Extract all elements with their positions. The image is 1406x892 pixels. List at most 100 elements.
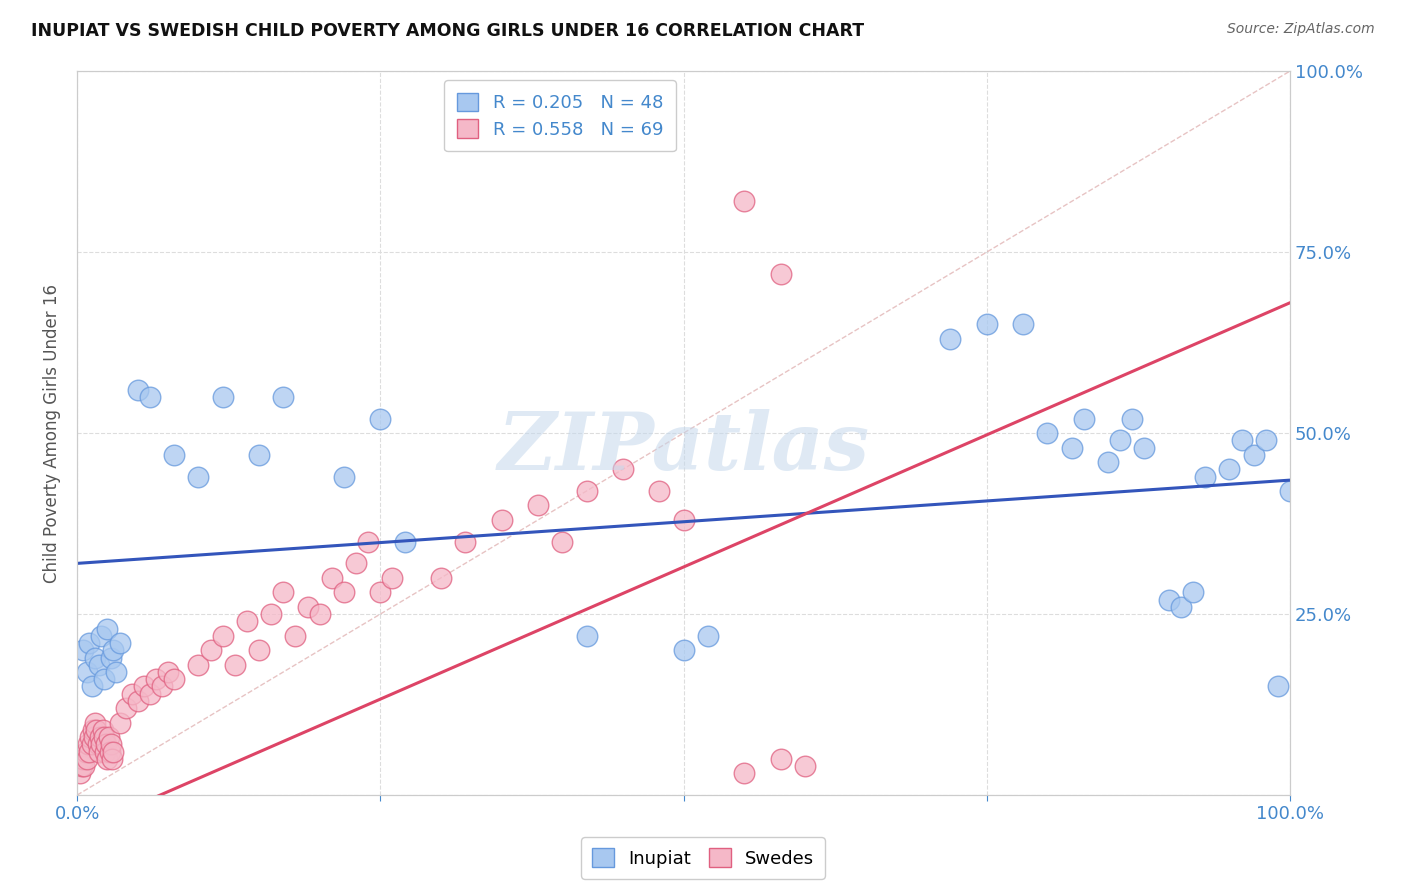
Point	[80, 680, 103, 694]
Point	[96, 622, 118, 636]
Point	[1036, 425, 1059, 440]
Point	[187, 469, 209, 483]
Point	[87, 745, 110, 759]
Point	[491, 513, 513, 527]
Point	[114, 701, 136, 715]
Point	[79, 730, 101, 744]
Point	[139, 687, 162, 701]
Point	[211, 629, 233, 643]
Point	[91, 723, 114, 737]
Point	[80, 738, 103, 752]
Point	[1243, 448, 1265, 462]
Point	[370, 585, 392, 599]
Point	[271, 390, 294, 404]
Point	[100, 650, 122, 665]
Point	[108, 715, 131, 730]
Point	[1194, 469, 1216, 483]
Point	[430, 571, 453, 585]
Point	[1181, 585, 1204, 599]
Point	[163, 448, 186, 462]
Point	[90, 629, 112, 643]
Point	[76, 752, 98, 766]
Point	[344, 557, 367, 571]
Point	[98, 745, 121, 759]
Point	[236, 615, 259, 629]
Point	[696, 629, 718, 643]
Point	[77, 738, 100, 752]
Point	[139, 390, 162, 404]
Point	[1073, 411, 1095, 425]
Point	[76, 665, 98, 679]
Point	[163, 672, 186, 686]
Point	[247, 448, 270, 462]
Point	[454, 534, 477, 549]
Point	[333, 469, 356, 483]
Point	[84, 650, 107, 665]
Point	[108, 636, 131, 650]
Point	[87, 657, 110, 672]
Point	[77, 636, 100, 650]
Point	[769, 752, 792, 766]
Point	[75, 745, 97, 759]
Text: ZIPatlas: ZIPatlas	[498, 409, 870, 486]
Point	[793, 759, 815, 773]
Point	[104, 665, 127, 679]
Point	[672, 513, 695, 527]
Point	[370, 411, 392, 425]
Point	[132, 680, 155, 694]
Point	[648, 483, 671, 498]
Point	[103, 643, 125, 657]
Point	[575, 629, 598, 643]
Point	[97, 730, 120, 744]
Point	[1109, 434, 1132, 448]
Point	[1267, 680, 1289, 694]
Point	[381, 571, 404, 585]
Point	[89, 730, 111, 744]
Legend: R = 0.205   N = 48, R = 0.558   N = 69: R = 0.205 N = 48, R = 0.558 N = 69	[444, 80, 676, 152]
Point	[1170, 599, 1192, 614]
Point	[157, 665, 180, 679]
Y-axis label: Child Poverty Among Girls Under 16: Child Poverty Among Girls Under 16	[44, 284, 60, 582]
Point	[297, 599, 319, 614]
Point	[103, 745, 125, 759]
Point	[72, 643, 94, 657]
Legend: Inupiat, Swedes: Inupiat, Swedes	[581, 838, 825, 879]
Point	[1218, 462, 1240, 476]
Point	[150, 680, 173, 694]
Point	[284, 629, 307, 643]
Point	[271, 585, 294, 599]
Point	[1279, 483, 1302, 498]
Point	[187, 657, 209, 672]
Text: Source: ZipAtlas.com: Source: ZipAtlas.com	[1227, 22, 1375, 37]
Point	[96, 738, 118, 752]
Point	[333, 585, 356, 599]
Point	[321, 571, 343, 585]
Point	[127, 694, 149, 708]
Point	[733, 194, 755, 209]
Point	[96, 752, 118, 766]
Point	[1012, 318, 1035, 332]
Point	[121, 687, 143, 701]
Point	[93, 672, 115, 686]
Point	[769, 267, 792, 281]
Point	[976, 318, 998, 332]
Point	[101, 752, 124, 766]
Text: INUPIAT VS SWEDISH CHILD POVERTY AMONG GIRLS UNDER 16 CORRELATION CHART: INUPIAT VS SWEDISH CHILD POVERTY AMONG G…	[31, 22, 865, 40]
Point	[1254, 434, 1277, 448]
Point	[127, 383, 149, 397]
Point	[551, 534, 574, 549]
Point	[733, 766, 755, 780]
Point	[84, 715, 107, 730]
Point	[72, 752, 94, 766]
Point	[260, 607, 283, 621]
Point	[1060, 441, 1083, 455]
Point	[527, 499, 550, 513]
Point	[939, 332, 962, 346]
Point	[211, 390, 233, 404]
Point	[200, 643, 222, 657]
Point	[1230, 434, 1253, 448]
Point	[100, 738, 122, 752]
Point	[672, 643, 695, 657]
Point	[145, 672, 167, 686]
Point	[224, 657, 246, 672]
